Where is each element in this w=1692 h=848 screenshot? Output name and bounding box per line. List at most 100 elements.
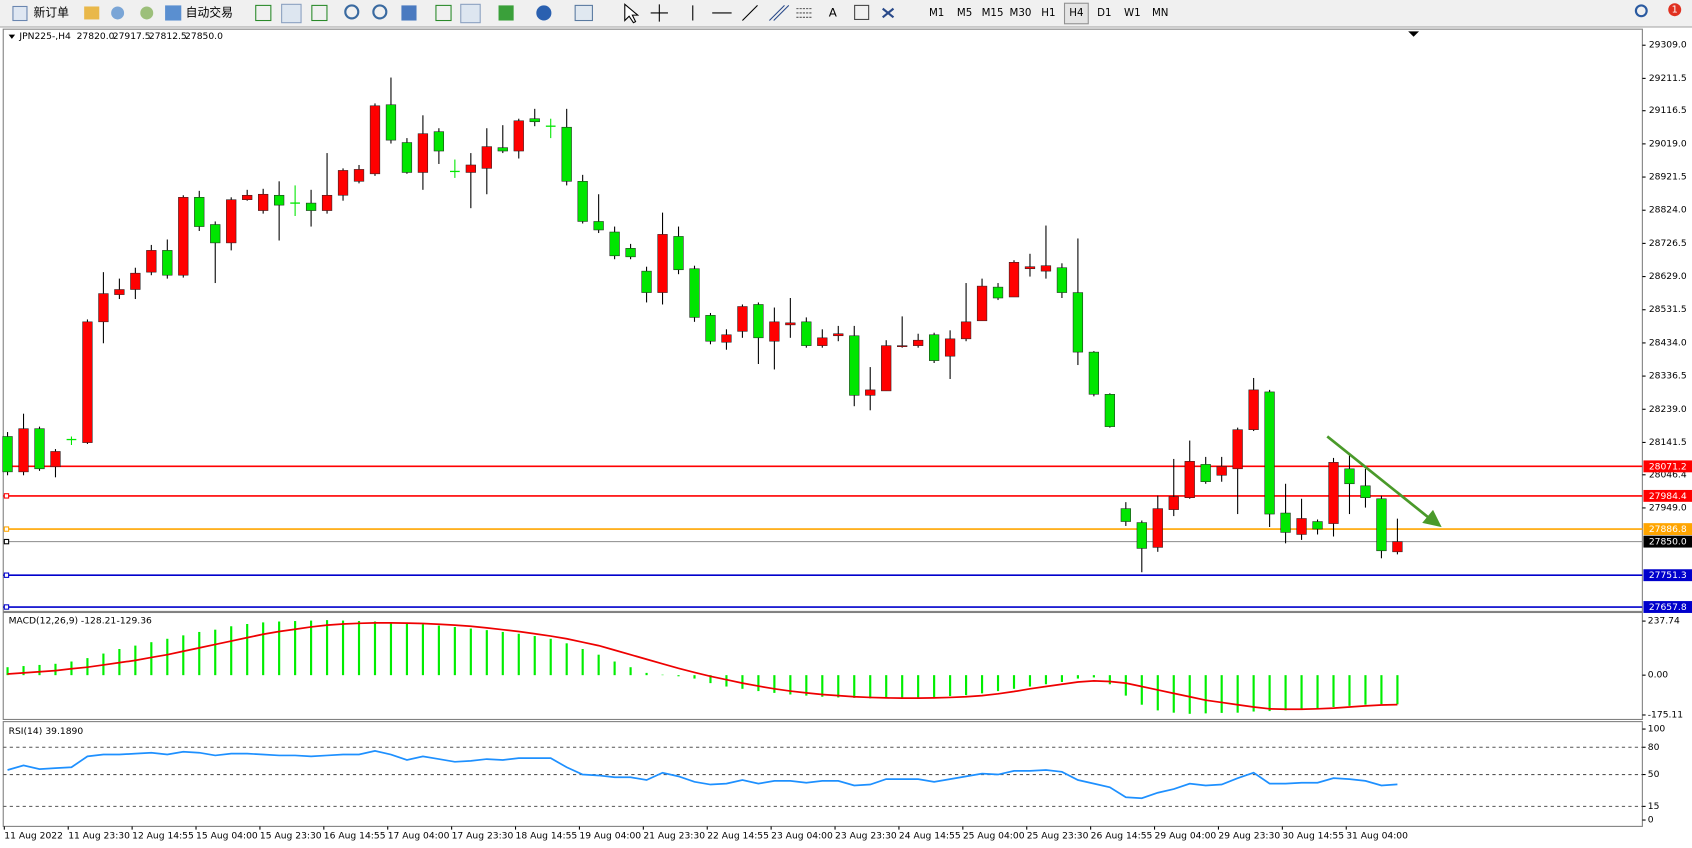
icon[interactable] [574, 4, 593, 22]
x-tick-label: 21 Aug 23:30 [643, 831, 705, 842]
icon[interactable] [650, 4, 668, 22]
candle-body [689, 268, 700, 318]
x-tick-label: 18 Aug 14:55 [516, 831, 578, 842]
icon[interactable] [882, 7, 895, 19]
candle-body [817, 337, 828, 346]
candle-body [657, 234, 668, 293]
candle-body [1104, 394, 1115, 427]
candle-body [673, 236, 684, 271]
icon[interactable] [624, 3, 640, 24]
price-tag [1643, 523, 1692, 536]
x-tick-label: 17 Aug 23:30 [452, 831, 514, 842]
rsi-line [7, 750, 1398, 800]
icon[interactable] [111, 6, 125, 20]
price-tag [1643, 535, 1692, 548]
candle-body [1392, 541, 1403, 553]
candle-body [1312, 521, 1323, 530]
candle-body [337, 170, 349, 196]
icon[interactable] [311, 4, 328, 22]
icon[interactable] [140, 6, 154, 20]
active-timeframe-bg [1063, 2, 1089, 25]
price-tag-label: 27751.3 [1649, 570, 1687, 581]
price-tag-label: 27984.4 [1649, 491, 1687, 502]
timeframe-button[interactable]: H1 [1041, 7, 1055, 19]
candle-body [1152, 508, 1163, 548]
icon[interactable] [344, 4, 360, 20]
x-tick-label: 26 Aug 14:55 [1091, 831, 1153, 842]
timeframe-button[interactable]: M30 [1010, 7, 1032, 19]
candle-body [417, 133, 429, 173]
level-handle [3, 493, 10, 499]
timeframe-button[interactable]: M5 [957, 7, 972, 19]
y-tick-label: 28434.0 [1649, 337, 1687, 348]
icon[interactable] [12, 5, 28, 22]
icon[interactable] [854, 4, 870, 20]
candle-body [210, 224, 221, 244]
icon[interactable] [281, 3, 302, 24]
x-tick-label: 16 Aug 14:55 [324, 831, 386, 842]
icon[interactable] [769, 5, 790, 21]
icon[interactable] [372, 4, 388, 20]
candle-body [865, 389, 876, 396]
price-tag [1643, 489, 1692, 502]
indicator-value: -129.36 [117, 616, 152, 627]
notification-badge[interactable] [1668, 3, 1682, 17]
y-tick-label: 29211.5 [1649, 73, 1687, 84]
text-tool[interactable]: A [829, 5, 838, 19]
candle-body [721, 334, 732, 343]
y-tick-label: 28726.5 [1649, 238, 1687, 249]
candle-body [401, 142, 413, 173]
candle-body [913, 339, 924, 346]
candle-body [194, 197, 205, 227]
candle-body [1168, 496, 1179, 510]
candle-body [1088, 351, 1100, 395]
timeframe-button[interactable]: H4 [1069, 7, 1083, 19]
price-tag [1643, 601, 1692, 613]
timeframe-button[interactable]: W1 [1124, 7, 1141, 19]
icon[interactable] [796, 8, 812, 18]
price-tag-label: 27886.8 [1649, 524, 1687, 535]
timeframe-button[interactable]: D1 [1097, 7, 1111, 19]
candle-body [513, 120, 524, 152]
indicator-value: 39.1890 [45, 726, 83, 737]
toolbar-button[interactable]: 自动交易 [186, 5, 233, 19]
icon[interactable] [1634, 4, 1648, 18]
candle-body [1184, 461, 1195, 498]
candle-body [992, 286, 1004, 299]
candle-body [1040, 265, 1052, 272]
icon[interactable] [460, 3, 481, 24]
x-tick-label: 22 Aug 14:55 [707, 831, 769, 842]
icon[interactable] [435, 4, 452, 22]
candle-body [881, 345, 892, 392]
price-tag-label: 27657.8 [1649, 602, 1687, 613]
icon[interactable] [165, 5, 182, 21]
candle-body [849, 335, 860, 396]
candle-body [833, 333, 844, 337]
toolbar-button[interactable]: 新订单 [33, 5, 69, 19]
candle-body [2, 436, 13, 473]
icon[interactable] [498, 5, 514, 21]
candle-body [50, 451, 61, 468]
candle-body [529, 118, 540, 123]
icon[interactable] [84, 6, 100, 20]
notification-count: 1 [1672, 5, 1678, 16]
candle-body [801, 321, 812, 346]
icon[interactable] [401, 5, 417, 21]
timeframe-button[interactable]: M1 [929, 7, 944, 19]
candle-body [1296, 518, 1307, 535]
icon[interactable] [692, 5, 758, 21]
x-tick-label: 29 Aug 04:00 [1155, 831, 1217, 842]
candle-body [18, 428, 29, 473]
indicator-title: RSI(14) [9, 726, 43, 737]
candle-body [162, 250, 173, 276]
icon[interactable] [255, 4, 272, 22]
icon[interactable] [536, 5, 552, 21]
candle-body [1280, 512, 1291, 533]
candle-body [1328, 462, 1339, 524]
macd-window [2, 611, 1643, 720]
timeframe-button[interactable]: M15 [982, 7, 1004, 19]
timeframe-button[interactable]: MN [1152, 7, 1169, 19]
trend-arrow [1326, 435, 1442, 528]
candle-body [577, 181, 588, 222]
candle-body [497, 147, 508, 152]
